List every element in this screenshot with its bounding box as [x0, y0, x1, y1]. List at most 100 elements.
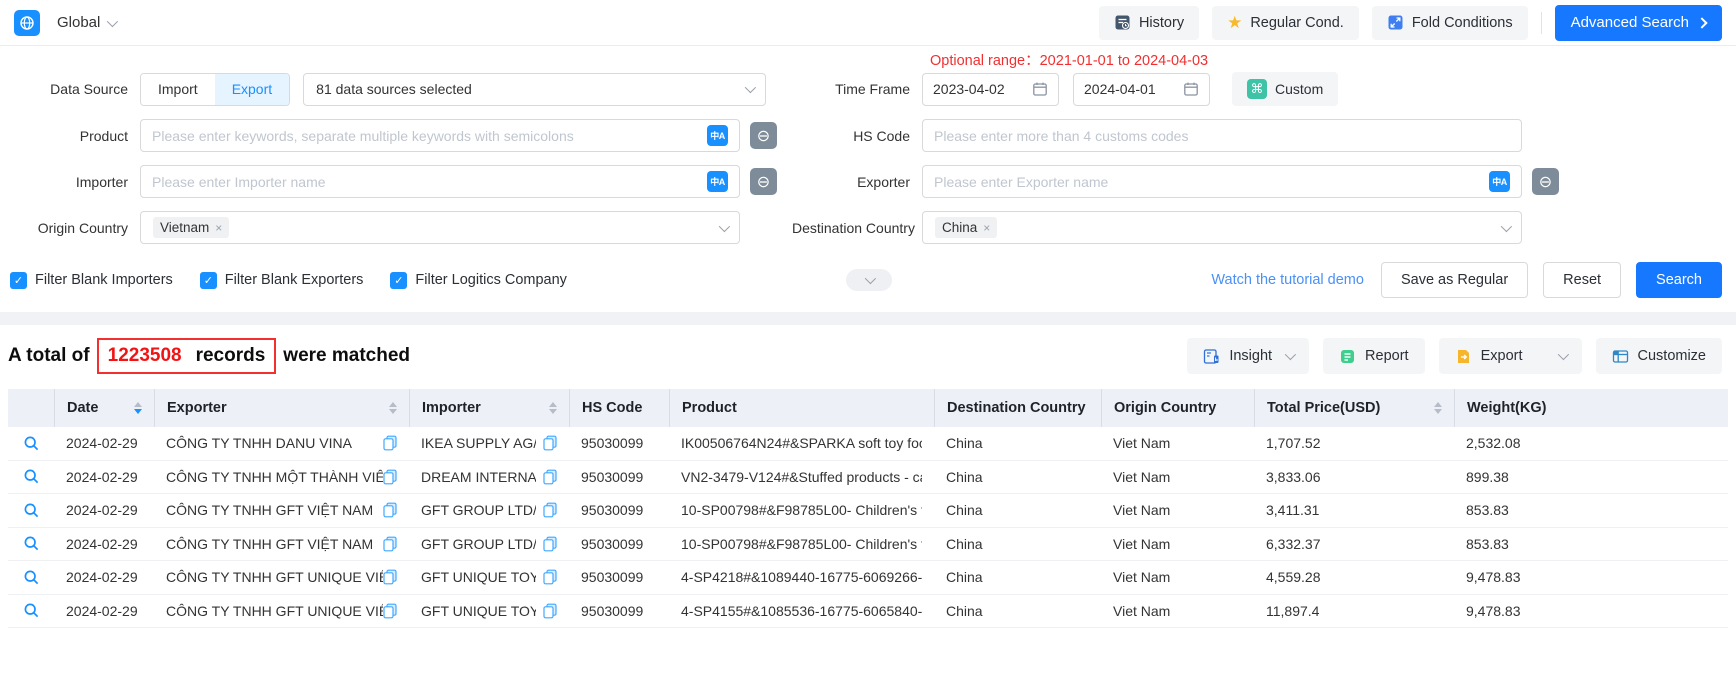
row-detail-magnifier-icon[interactable] — [23, 602, 40, 619]
filter-blank-importers-checkbox[interactable]: ✓ Filter Blank Importers — [10, 271, 173, 289]
column-header-label: Exporter — [167, 400, 227, 416]
copy-icon[interactable] — [383, 603, 397, 619]
cell-origin-country: Viet Nam — [1113, 602, 1171, 619]
customize-button[interactable]: Customize — [1595, 338, 1722, 374]
table-row: 2024-02-29 CÔNG TY TNHH GFT UNIQUE VIỆT … — [8, 561, 1728, 595]
collapse-conditions-button[interactable] — [845, 269, 892, 291]
filter-blank-exporters-checkbox[interactable]: ✓ Filter Blank Exporters — [199, 271, 363, 289]
end-date-input[interactable] — [1084, 81, 1170, 97]
product-exclude-icon[interactable]: ⊖ — [750, 122, 777, 149]
copy-icon[interactable] — [383, 469, 397, 485]
history-icon — [1114, 14, 1131, 31]
remove-tag-icon[interactable]: × — [215, 220, 223, 235]
translate-icon[interactable]: 中A — [707, 125, 728, 146]
filter-logitics-company-checkbox[interactable]: ✓ Filter Logitics Company — [390, 271, 567, 289]
data-source-export-option[interactable]: Export — [214, 73, 290, 105]
cell-product: 4-SP4218#&1089440-16775-6069266-C — [669, 561, 934, 594]
insight-button[interactable]: Insight — [1187, 338, 1310, 374]
save-as-regular-button[interactable]: Save as Regular — [1380, 262, 1529, 298]
data-sources-select[interactable]: 81 data sources selected — [303, 72, 767, 106]
row-detail-magnifier-icon[interactable] — [23, 468, 40, 485]
region-switcher[interactable]: Global — [14, 9, 119, 36]
copy-icon[interactable] — [543, 502, 557, 518]
sort-icon[interactable] — [124, 401, 142, 415]
results-table: Date Exporter Importer HS Code Product D… — [8, 389, 1728, 628]
copy-icon[interactable] — [383, 502, 397, 518]
remove-tag-icon[interactable]: × — [983, 220, 991, 235]
cell-date: 2024-02-29 — [66, 569, 138, 586]
exporter-exclude-icon[interactable]: ⊖ — [1532, 168, 1559, 195]
data-source-import-option[interactable]: Import — [141, 73, 215, 105]
cell-destination-country: China — [946, 535, 983, 552]
tutorial-demo-link[interactable]: Watch the tutorial demo — [1211, 272, 1364, 288]
chevron-down-icon — [744, 81, 757, 94]
row-detail-magnifier-icon[interactable] — [23, 435, 40, 452]
copy-icon[interactable] — [543, 603, 557, 619]
column-header-total-price[interactable]: Total Price(USD) — [1254, 389, 1454, 427]
cell-hs-code: 95030099 — [581, 468, 644, 485]
table-row: 2024-02-29 CÔNG TY TNHH GFT UNIQUE VIỆT … — [8, 595, 1728, 628]
start-date-input[interactable] — [933, 81, 1019, 97]
product-text: 10-SP00798#&F98785L00- Children's toy — [681, 535, 922, 552]
destination-country-select[interactable]: China × — [922, 211, 1522, 244]
reset-button[interactable]: Reset — [1543, 262, 1622, 298]
advanced-search-label: Advanced Search — [1570, 14, 1689, 31]
chevron-down-icon[interactable] — [1557, 348, 1569, 361]
cell-weight: 853.83 — [1466, 535, 1509, 552]
hs-code-input[interactable] — [934, 127, 1510, 144]
report-button[interactable]: Report — [1323, 338, 1425, 374]
exporter-name: CÔNG TY TNHH GFT VIỆT NAM — [166, 502, 374, 519]
start-date-field[interactable] — [922, 72, 1059, 106]
fold-conditions-button[interactable]: Fold Conditions — [1371, 5, 1528, 40]
cell-origin-country: Viet Nam — [1113, 468, 1171, 485]
copy-icon[interactable] — [383, 536, 397, 552]
sort-icon[interactable] — [539, 401, 557, 415]
cell-importer: GFT UNIQUE TOYS — [409, 595, 569, 628]
translate-icon[interactable]: 中A — [707, 171, 728, 192]
origin-country-select[interactable]: Vietnam × — [140, 211, 740, 244]
column-header-importer[interactable]: Importer — [409, 389, 569, 427]
advanced-search-button[interactable]: Advanced Search — [1554, 4, 1722, 41]
copy-icon[interactable] — [383, 435, 397, 451]
data-source-toggle: Import Export — [140, 72, 291, 106]
importer-name: GFT UNIQUE TOYS — [421, 602, 536, 619]
cell-origin-country: Viet Nam — [1113, 535, 1171, 552]
checkbox-check-icon: ✓ — [199, 271, 217, 289]
exporter-input[interactable] — [934, 173, 1481, 190]
sort-icon[interactable] — [1424, 401, 1442, 415]
importer-exclude-icon[interactable]: ⊖ — [750, 168, 777, 195]
copy-icon[interactable] — [543, 469, 557, 485]
sort-icon[interactable] — [379, 401, 397, 415]
importer-name: GFT UNIQUE TOYS — [421, 569, 536, 586]
row-detail-magnifier-icon[interactable] — [23, 569, 40, 586]
search-form: Optional range：2021-01-01 to 2024-04-03 … — [0, 46, 1736, 312]
row-detail-magnifier-icon[interactable] — [23, 535, 40, 552]
report-label: Report — [1365, 348, 1409, 364]
copy-icon[interactable] — [543, 536, 557, 552]
regular-cond-button[interactable]: ★ Regular Cond. — [1212, 5, 1359, 40]
translate-icon[interactable]: 中A — [1489, 171, 1510, 192]
history-button[interactable]: History — [1098, 5, 1200, 40]
filter-blank-importers-label: Filter Blank Importers — [35, 272, 173, 288]
chevron-down-icon — [718, 220, 731, 232]
product-input[interactable] — [152, 127, 699, 144]
export-button[interactable]: Export — [1438, 338, 1582, 374]
records-word: records — [195, 345, 266, 366]
custom-range-button[interactable]: ⌘ Custom — [1232, 72, 1339, 106]
end-date-field[interactable] — [1073, 72, 1210, 106]
summary-suffix: were matched — [283, 345, 411, 366]
column-header-exporter[interactable]: Exporter — [154, 389, 409, 427]
cell-destination-country: China — [946, 602, 983, 619]
cell-hs-code: 95030099 — [581, 502, 644, 519]
copy-icon[interactable] — [543, 569, 557, 585]
column-header-date[interactable]: Date — [54, 389, 154, 427]
copy-icon[interactable] — [543, 435, 557, 451]
importer-input[interactable] — [152, 173, 699, 190]
summary-prefix: A total of — [8, 345, 90, 366]
chevron-down-icon — [1284, 348, 1297, 361]
product-text: 4-SP4218#&1089440-16775-6069266-C — [681, 569, 922, 586]
row-detail-magnifier-icon[interactable] — [23, 502, 40, 519]
copy-icon[interactable] — [383, 569, 397, 585]
search-button[interactable]: Search — [1636, 262, 1722, 298]
table-row: 2024-02-29 CÔNG TY TNHH GFT VIỆT NAM GFT… — [8, 494, 1728, 528]
